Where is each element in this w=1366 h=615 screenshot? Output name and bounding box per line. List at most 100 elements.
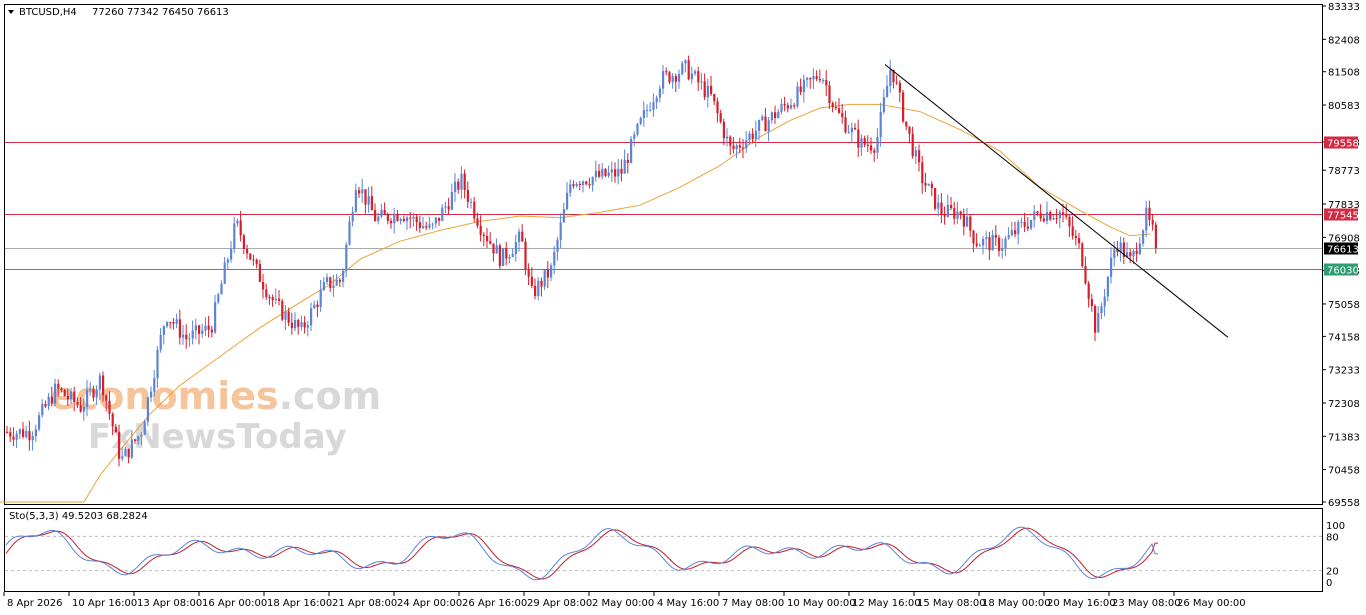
candle-body — [1145, 207, 1148, 231]
candle-body — [722, 121, 725, 139]
candle-body — [1017, 222, 1020, 235]
candle-body — [1094, 306, 1097, 333]
candle-body — [630, 138, 633, 163]
candle-body — [1110, 257, 1113, 277]
price-tick-label: 72308 — [1328, 399, 1360, 410]
candle-body — [834, 107, 837, 109]
candle-body — [914, 150, 917, 157]
candle-body — [223, 262, 226, 284]
candle-body — [812, 76, 815, 80]
candle-body — [89, 389, 92, 391]
candle-body — [185, 334, 188, 340]
candle-body — [1116, 249, 1119, 252]
candle-body — [134, 439, 137, 441]
candle-body — [962, 214, 965, 227]
candle-body — [57, 383, 60, 389]
candle-body — [790, 105, 793, 109]
candle-body — [412, 216, 415, 219]
candle-body — [358, 190, 361, 194]
candle-body — [828, 85, 831, 104]
level-label-79558: 79558 — [1327, 139, 1359, 150]
candle-body — [153, 378, 156, 392]
candle-body — [121, 456, 124, 459]
candle-body — [748, 133, 751, 141]
candle-body — [726, 136, 729, 139]
candle-body — [73, 391, 76, 403]
candle-body — [1020, 221, 1023, 223]
candle-body — [732, 145, 735, 150]
candle-body — [988, 237, 991, 251]
candle-body — [854, 127, 857, 130]
candle-body — [655, 97, 658, 103]
candle-body — [479, 225, 482, 235]
candle-body — [175, 319, 178, 324]
candle-body — [415, 216, 418, 223]
candle-body — [332, 285, 335, 288]
candle-body — [770, 112, 773, 121]
candle-body — [767, 120, 770, 132]
candle-body — [9, 432, 12, 437]
candle-body — [514, 242, 517, 254]
candle-body — [178, 319, 181, 338]
candle-body — [815, 76, 818, 79]
candle-body — [1055, 218, 1058, 219]
candle-body — [969, 216, 972, 231]
price-tick-label: 69558 — [1328, 498, 1360, 509]
candle-body — [1042, 218, 1045, 222]
candle-body — [86, 389, 89, 407]
candle-body — [940, 202, 943, 216]
candle-body — [188, 338, 191, 340]
candle-body — [847, 132, 850, 134]
candle-body — [892, 69, 895, 83]
candle-body — [534, 285, 537, 296]
candle-body — [150, 391, 153, 398]
trendline[interactable] — [884, 64, 1229, 338]
candle-body — [905, 121, 908, 127]
candle-body — [818, 78, 821, 81]
candle-body — [63, 390, 66, 396]
candle-body — [252, 259, 255, 261]
candle-body — [934, 188, 937, 209]
candle-body — [95, 389, 98, 398]
candle-body — [594, 170, 597, 178]
candle-body — [873, 150, 876, 153]
candle-body — [783, 104, 786, 106]
candle-body — [473, 201, 476, 219]
candle-body — [406, 217, 409, 222]
candle-body — [1103, 296, 1106, 307]
candle-body — [364, 189, 367, 205]
candle-body — [402, 219, 405, 222]
candle-body — [575, 184, 578, 187]
candle-body — [1119, 242, 1122, 252]
candle-body — [927, 183, 930, 186]
level-badge-76613 — [1324, 242, 1358, 255]
candle-body — [959, 211, 962, 215]
candle-body — [796, 86, 799, 107]
dropdown-triangle-icon[interactable] — [8, 10, 14, 14]
candle-body — [335, 279, 338, 286]
candle-body — [1033, 211, 1036, 220]
candle-body — [342, 270, 345, 282]
candle-body — [300, 322, 303, 327]
candle-body — [22, 429, 25, 437]
candle-body — [207, 325, 210, 330]
candle-body — [166, 322, 169, 327]
candle-body — [284, 311, 287, 320]
price-tick-label: 78773 — [1328, 166, 1360, 177]
candle-body — [18, 429, 21, 434]
candle-body — [617, 168, 620, 177]
candle-body — [582, 181, 585, 185]
time-tick-label: 18 May 00:00 — [982, 598, 1051, 609]
candle-body — [466, 190, 469, 202]
candle-body — [306, 325, 309, 328]
time-tick-label: 26 Apr 16:00 — [462, 598, 527, 609]
candle-body — [111, 413, 114, 427]
candle-body — [156, 349, 159, 379]
candle-body — [54, 383, 57, 404]
candle-body — [12, 436, 15, 440]
candle-body — [1126, 252, 1129, 257]
candle-body — [802, 79, 805, 92]
candle-body — [159, 335, 162, 350]
oscillator-tick-label: 100 — [1326, 521, 1345, 532]
